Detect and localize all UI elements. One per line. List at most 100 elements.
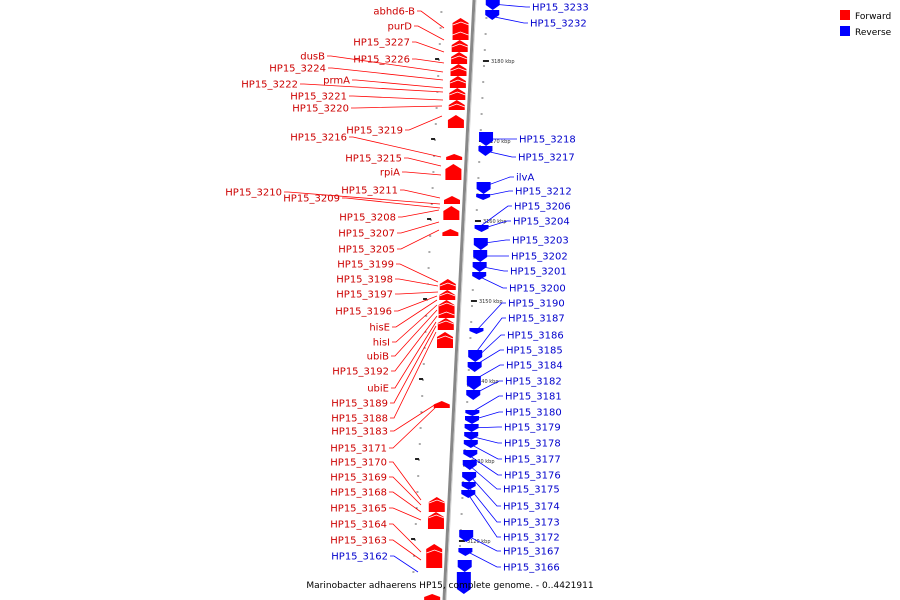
reverse-gene-leader [469, 426, 502, 429]
forward-gene-leader [391, 315, 438, 372]
forward-gene-leader [300, 83, 444, 93]
reverse-gene-arrow [479, 132, 494, 146]
reverse-gene-label: HP15_3201 [510, 267, 567, 278]
reverse-gene-label: HP15_3190 [508, 299, 565, 310]
forward-gene-leader [349, 95, 444, 101]
reverse-gene-label: HP15_3181 [505, 392, 562, 403]
reverse-gene-label: HP15_3174 [503, 502, 560, 513]
forward-gene-label: HP15_3188 [331, 414, 388, 425]
reverse-gene-label: HP15_3233 [532, 3, 589, 14]
reverse-gene-arrow [462, 472, 477, 482]
reverse-gene-leader [471, 380, 503, 396]
forward-gene-leader [328, 67, 444, 81]
gene-boundary [428, 499, 446, 504]
kbp-tick-label: 3130 kbp [471, 459, 495, 465]
reverse-gene-label: HP15_3200 [509, 284, 566, 295]
reverse-gene-label: HP15_3206 [514, 202, 571, 213]
forward-gene-label: HP15_3196 [335, 307, 392, 318]
reverse-gene-label: HP15_3232 [530, 19, 587, 30]
reverse-gene-arrow [476, 194, 491, 200]
genome-backbone [442, 0, 477, 600]
forward-gene-arrow [437, 332, 453, 348]
forward-gene-leader [396, 263, 439, 283]
reverse-gene-label: HP15_3184 [506, 361, 563, 372]
forward-gene-leader [389, 406, 437, 449]
reverse-gene-arrow [465, 416, 479, 424]
forward-gene-arrow [426, 544, 443, 568]
forward-gene-arrow [444, 196, 460, 204]
reverse-gene-label: HP15_3212 [515, 187, 572, 198]
forward-gene-leader [398, 209, 440, 218]
forward-gene-arrow [452, 18, 469, 40]
reverse-gene-leader [473, 317, 506, 356]
kbp-tick-label: 3150 kbp [479, 299, 503, 305]
reverse-gene-label: ilvA [516, 173, 534, 184]
kbp-tick-label: 3140 kbp [475, 379, 499, 385]
forward-gene-arrow [442, 229, 459, 236]
forward-gene-label: HP15_3197 [336, 290, 393, 301]
reverse-gene-arrow [473, 250, 488, 262]
reverse-gene-arrow [472, 262, 487, 272]
forward-gene-leader [394, 295, 438, 312]
forward-gene-arrow [449, 88, 466, 100]
reverse-gene-label: HP15_3204 [513, 217, 570, 228]
gene-boundary [448, 103, 465, 108]
forward-gene-arrow [437, 318, 454, 330]
forward-gene-arrow [439, 290, 456, 300]
forward-gene-leader [392, 304, 438, 343]
forward-gene-label: HP15_3192 [332, 367, 389, 378]
reverse-gene-arrow [472, 272, 487, 280]
reverse-gene-label: HP15_3187 [508, 314, 565, 325]
reverse-gene-label: HP15_3173 [503, 518, 560, 529]
reverse-gene-leader [477, 205, 512, 229]
forward-gene-leader [404, 157, 442, 167]
forward-gene-leader [342, 197, 441, 209]
reverse-gene-leader [469, 443, 502, 460]
forward-gene-leader [391, 309, 438, 357]
gene-boundary [449, 91, 466, 96]
forward-gene-leader [402, 171, 442, 176]
reverse-gene-leader [469, 475, 501, 507]
legend-forward-label: Forward [855, 12, 891, 22]
reverse-gene-leader [491, 3, 530, 8]
forward-gene-label: purD [388, 22, 413, 33]
forward-gene-label: HP15_3205 [338, 245, 395, 256]
forward-gene-arrow [443, 206, 460, 220]
forward-gene-leader [389, 476, 422, 506]
gene-boundary [438, 302, 455, 307]
reverse-gene-leader [471, 411, 503, 421]
forward-gene-leader [389, 507, 422, 521]
forward-gene-arrow [427, 512, 444, 529]
reverse-gene-label: HP15_3180 [505, 408, 562, 419]
forward-gene-arrow [451, 52, 468, 64]
forward-gene-leader [389, 491, 422, 513]
reverse-gene-label: HP15_3202 [511, 252, 568, 263]
forward-gene-arrow [424, 594, 441, 600]
forward-gene-arrow [439, 279, 456, 290]
forward-gene-leader [390, 403, 437, 432]
reverse-gene-leader [473, 349, 504, 367]
forward-gene-label: HP15_3222 [241, 80, 298, 91]
forward-gene-label: HP15_3169 [330, 473, 387, 484]
forward-gene-leader [414, 25, 445, 41]
forward-gene-label: HP15_3209 [283, 194, 340, 205]
forward-gene-arrow [428, 497, 445, 512]
reverse-gene-label: HP15_3218 [519, 135, 576, 146]
forward-gene-leader [390, 331, 437, 419]
forward-gene-label: HP15_3227 [353, 38, 410, 49]
forward-gene-label: HP15_3211 [341, 186, 398, 197]
legend-reverse-label: Reverse [855, 28, 892, 38]
reverse-gene-arrow [476, 182, 491, 194]
forward-gene-leader [351, 105, 443, 109]
forward-gene-leader [412, 41, 445, 53]
reverse-gene-arrow [459, 530, 474, 542]
reverse-gene-arrow [468, 350, 483, 362]
forward-gene-arrow [433, 401, 450, 408]
gene-boundary [437, 335, 454, 340]
forward-gene-label: HP15_3164 [330, 520, 387, 531]
reverse-gene-label: HP15_3176 [504, 471, 561, 482]
forward-gene-label: dusB [300, 52, 325, 63]
forward-gene-leader [397, 221, 440, 234]
reverse-gene-leader [489, 15, 528, 24]
